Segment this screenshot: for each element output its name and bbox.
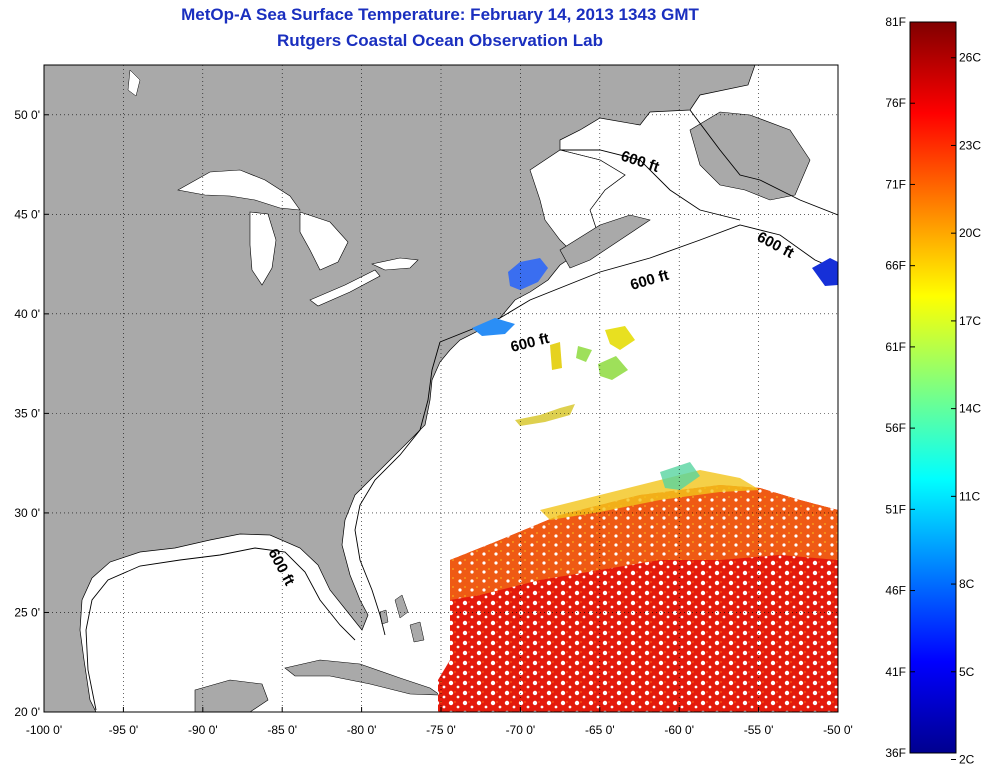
lat-tick-label: 40 0' [14,307,40,321]
title-line-2: Rutgers Coastal Ocean Observation Lab [277,31,603,50]
lake-superior [177,169,301,211]
grid-lines [43,65,839,713]
lon-tick-label: -55 0' [744,723,774,737]
lon-tick-label: -100 0' [26,723,62,737]
map-title: MetOp-A Sea Surface Temperature: Februar… [40,2,840,54]
sst-patch-green [576,346,628,380]
lat-tick-label: 50 0' [14,108,40,122]
sst-yellow-fringe [540,470,760,520]
lon-tick-label: -85 0' [267,723,297,737]
colorbar-f-label: 41F [885,665,906,679]
gulf-st-lawrence [529,149,626,256]
colorbar-c-label: 17C [959,314,981,328]
colorbar-f-label: 61F [885,340,906,354]
lake-huron [299,211,349,271]
lon-tick-label: -80 0' [347,723,377,737]
sst-patch-yellow-2 [550,342,562,370]
sst-patch-yellow [605,326,635,350]
colorbar-f-label: 36F [885,746,906,760]
colorbar-c-label: 11C [959,489,980,503]
lat-tick-label: 45 0' [14,207,40,221]
lake-erie [309,269,381,307]
colorbar-c-label: 26C [959,51,981,65]
sst-data [438,258,838,712]
colorbar-f-label: 51F [885,502,906,516]
colorbar-f-label: 76F [885,96,906,110]
colorbar-c-label: 5C [959,665,975,679]
colorbar [909,21,957,754]
newfoundland [689,111,811,201]
lon-tick-label: -75 0' [426,723,456,737]
colorbar-f-label: 46F [885,584,906,598]
lake-michigan [249,211,277,286]
colorbar-celsius-labels: 26C 23C 20C 17C 14C 11C 8C 5C 2C [951,51,981,766]
lat-tick-label: 35 0' [14,406,40,420]
colorbar-c-label: 23C [959,138,981,152]
colorbar-c-label: 14C [959,402,981,416]
lake-winnipeg [127,69,141,97]
lon-tick-label: -50 0' [823,723,853,737]
longitude-axis: -100 0' -95 0' -90 0' -85 0' -80 0' -75 0' -70… [26,723,853,737]
latitude-axis: 50 0' 45 0' 40 0' 35 0' 30 0' 25 0' 20 0' [14,108,40,719]
yucatan [194,679,269,712]
lon-tick-label: -65 0' [585,723,615,737]
colorbar-f-label: 81F [885,15,906,29]
sst-gulf-of-maine [508,258,548,290]
sst-nantucket [472,318,515,336]
colorbar-f-label: 56F [885,421,906,435]
colorbar-c-label: 8C [959,577,975,591]
lon-tick-label: -90 0' [188,723,218,737]
lat-tick-label: 20 0' [14,705,40,719]
lake-ontario [371,257,419,271]
lon-tick-label: -60 0' [664,723,694,737]
sst-orange-band [450,485,838,600]
lat-tick-label: 25 0' [14,605,40,619]
nova-scotia [559,214,651,269]
lat-tick-label: 30 0' [14,506,40,520]
lon-tick-label: -95 0' [109,723,139,737]
colorbar-f-label: 66F [885,259,906,273]
colorbar-fahrenheit-labels: 81F 76F 71F 66F 61F 56F 51F 46F 41F 36F [885,15,915,760]
colorbar-c-label: 20C [959,226,981,240]
sst-newfoundland-cold [812,258,838,286]
colorbar-c-label: 2C [959,752,975,766]
sst-patch-scatter [515,404,575,426]
sst-green-fringe [660,462,700,490]
colorbar-f-label: 71F [885,177,906,191]
lon-tick-label: -70 0' [506,723,536,737]
title-line-1: MetOp-A Sea Surface Temperature: Februar… [181,5,699,24]
